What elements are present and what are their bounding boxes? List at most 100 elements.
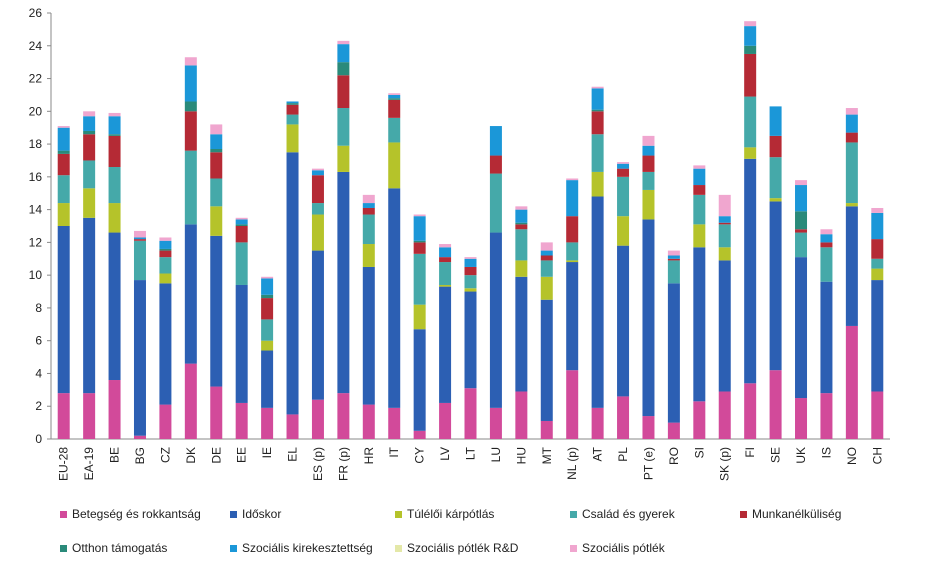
bar-segment — [439, 284, 452, 287]
x-category-label: FR (p) — [336, 447, 350, 481]
bar-segment — [57, 153, 70, 176]
x-category-label: PL — [616, 447, 630, 462]
bar-segment — [133, 239, 146, 241]
y-tick-label: 20 — [29, 104, 43, 118]
bar-segment — [845, 132, 858, 143]
bar-segment — [795, 185, 808, 212]
bar-segment — [210, 178, 223, 207]
bar-segment — [617, 245, 630, 397]
bar-segment — [769, 370, 782, 439]
bar-segment — [591, 109, 604, 112]
bar-segment — [83, 134, 96, 161]
bar-segment — [311, 214, 324, 251]
bar-segment — [693, 194, 706, 225]
y-tick-label: 6 — [35, 334, 42, 348]
bar-segment — [820, 229, 833, 235]
bar-segment — [795, 229, 808, 233]
bar-segment — [311, 168, 324, 171]
bar-segment — [388, 94, 401, 99]
bar-segment — [311, 175, 324, 204]
bar-segment — [57, 203, 70, 226]
x-category-label: BG — [133, 447, 147, 464]
x-category-label: RO — [667, 447, 681, 465]
bar-segment — [540, 260, 553, 277]
bar-segment — [159, 248, 172, 251]
legend-label: Szociális pótlék R&D — [407, 541, 519, 555]
bar-segment — [57, 150, 70, 154]
bar-segment — [286, 101, 299, 104]
bar-segment — [744, 53, 757, 97]
bar-segment — [439, 244, 452, 248]
legend-item: Otthon támogatás — [60, 541, 167, 555]
bar-segment — [362, 203, 375, 208]
bar-segment — [566, 262, 579, 371]
bar-segment — [83, 111, 96, 117]
bar-segment — [566, 260, 579, 263]
bar-segment — [337, 62, 350, 76]
bar-segment — [362, 266, 375, 405]
x-category-label: IS — [819, 447, 833, 458]
x-category-label: AT — [591, 446, 605, 461]
y-tick-label: 16 — [29, 170, 43, 184]
bar-segment — [286, 104, 299, 115]
x-category-label: FI — [743, 447, 757, 458]
bar-segment — [540, 255, 553, 261]
bar-segment — [261, 319, 274, 341]
legend-item: Szociális kirekesztettség — [230, 541, 373, 555]
bar-segment — [108, 135, 121, 168]
x-category-label: SI — [692, 447, 706, 458]
y-tick-label: 22 — [29, 72, 43, 86]
bar-segment — [845, 206, 858, 326]
bar-segment — [693, 247, 706, 402]
x-category-label: CY — [413, 447, 427, 464]
legend-label: Szociális pótlék — [582, 541, 665, 555]
bar-segment — [286, 124, 299, 153]
bar-segment — [795, 232, 808, 258]
bar-segment — [133, 237, 146, 240]
legend-item: Szociális pótlék — [570, 541, 665, 555]
bar-segment — [769, 157, 782, 199]
bar-segment — [489, 173, 502, 233]
bar-segment — [413, 240, 426, 243]
bar-segment — [540, 250, 553, 256]
bar-segment — [210, 148, 223, 153]
bar-segment — [566, 370, 579, 439]
bar-segment — [515, 229, 528, 261]
bar-segment — [439, 247, 452, 258]
legend-swatch — [395, 544, 402, 552]
x-category-label: NO — [845, 447, 859, 465]
bar-segment — [795, 211, 808, 230]
bar-segment — [820, 393, 833, 439]
bar-segment — [617, 396, 630, 439]
bar-segment — [845, 108, 858, 115]
bar-segment — [820, 242, 833, 248]
bar-segment — [591, 407, 604, 439]
x-category-label: LT — [464, 446, 478, 460]
bars-group — [57, 21, 884, 439]
bar-segment — [489, 155, 502, 174]
bar-segment — [413, 304, 426, 330]
legend-item: Munkanélküliség — [740, 507, 841, 521]
y-tick-label: 10 — [29, 268, 43, 282]
bar-segment — [744, 21, 757, 27]
bar-segment — [286, 103, 299, 105]
y-tick-label: 12 — [29, 235, 43, 249]
bar-segment — [591, 86, 604, 89]
bar-segment — [337, 40, 350, 45]
bar-segment — [667, 255, 680, 259]
bar-segment — [388, 117, 401, 143]
bar-segment — [744, 26, 757, 46]
x-category-label: EU-28 — [57, 447, 71, 481]
bar-segment — [362, 404, 375, 439]
bar-segment — [871, 268, 884, 281]
bar-segment — [845, 142, 858, 204]
bar-segment — [261, 407, 274, 439]
bar-segment — [235, 284, 248, 403]
bar-segment — [83, 130, 96, 135]
x-category-label: DK — [184, 447, 198, 464]
bar-segment — [464, 275, 477, 289]
x-category-label: UK — [794, 447, 808, 464]
bar-segment — [337, 393, 350, 439]
bar-segment — [311, 170, 324, 176]
